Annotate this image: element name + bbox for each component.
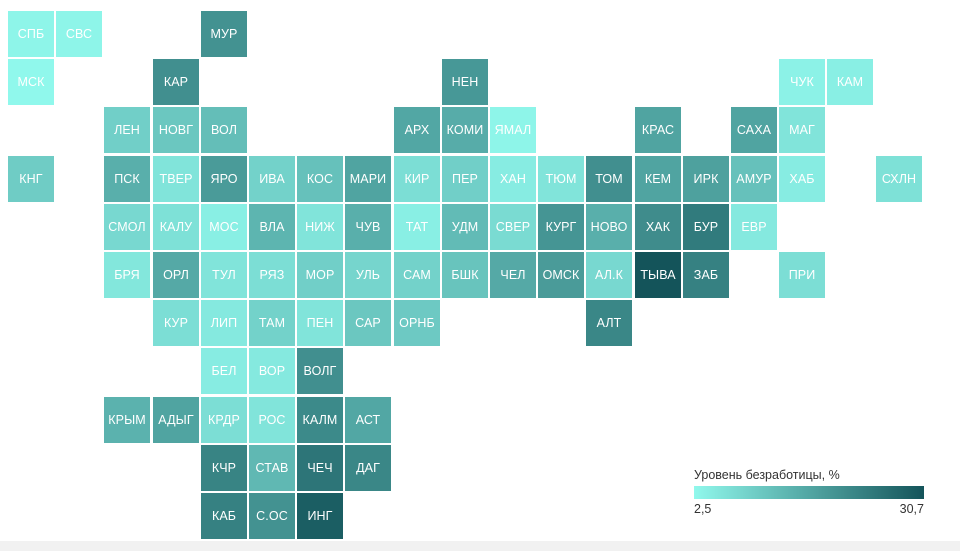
region-tile-ТУЛ[interactable]: ТУЛ	[201, 252, 247, 298]
region-tile-ТАМ[interactable]: ТАМ	[249, 300, 295, 346]
region-tile-ПЕР[interactable]: ПЕР	[442, 156, 488, 202]
region-tile-КОС[interactable]: КОС	[297, 156, 343, 202]
region-tile-НИЖ[interactable]: НИЖ	[297, 204, 343, 250]
region-tile-ОМСК[interactable]: ОМСК	[538, 252, 584, 298]
region-tile-КРДР[interactable]: КРДР	[201, 397, 247, 443]
region-tile-ЧЕЧ[interactable]: ЧЕЧ	[297, 445, 343, 491]
region-tile-ДАГ[interactable]: ДАГ	[345, 445, 391, 491]
legend-min-label: 2,5	[694, 502, 712, 516]
region-tile-ЧЕЛ[interactable]: ЧЕЛ	[490, 252, 536, 298]
region-tile-НОВО[interactable]: НОВО	[586, 204, 632, 250]
region-tile-ТЫВА[interactable]: ТЫВА	[635, 252, 681, 298]
region-tile-ЯРО[interactable]: ЯРО	[201, 156, 247, 202]
region-tile-АЛ.К[interactable]: АЛ.К	[586, 252, 632, 298]
region-tile-АМУР[interactable]: АМУР	[731, 156, 777, 202]
region-tile-МСК[interactable]: МСК	[8, 59, 54, 105]
region-tile-СВС[interactable]: СВС	[56, 11, 102, 57]
region-tile-ТОМ[interactable]: ТОМ	[586, 156, 632, 202]
region-tile-КАБ[interactable]: КАБ	[201, 493, 247, 539]
region-tile-ЧУК[interactable]: ЧУК	[779, 59, 825, 105]
region-tile-ЕВР[interactable]: ЕВР	[731, 204, 777, 250]
region-tile-ИВА[interactable]: ИВА	[249, 156, 295, 202]
region-tile-УЛЬ[interactable]: УЛЬ	[345, 252, 391, 298]
region-tile-КУРГ[interactable]: КУРГ	[538, 204, 584, 250]
region-tile-ОРНБ[interactable]: ОРНБ	[394, 300, 440, 346]
region-tile-КАМ[interactable]: КАМ	[827, 59, 873, 105]
region-tile-КОМИ[interactable]: КОМИ	[442, 107, 488, 153]
region-tile-СМОЛ[interactable]: СМОЛ	[104, 204, 150, 250]
region-tile-САМ[interactable]: САМ	[394, 252, 440, 298]
region-tile-ПРИ[interactable]: ПРИ	[779, 252, 825, 298]
region-tile-МАГ[interactable]: МАГ	[779, 107, 825, 153]
region-tile-КАР[interactable]: КАР	[153, 59, 199, 105]
region-tile-РЯЗ[interactable]: РЯЗ	[249, 252, 295, 298]
region-tile-БЕЛ[interactable]: БЕЛ	[201, 348, 247, 394]
region-tile-ВОЛ[interactable]: ВОЛ	[201, 107, 247, 153]
region-tile-КНГ[interactable]: КНГ	[8, 156, 54, 202]
region-tile-СТАВ[interactable]: СТАВ	[249, 445, 295, 491]
region-tile-НЕН[interactable]: НЕН	[442, 59, 488, 105]
region-tile-МУР[interactable]: МУР	[201, 11, 247, 57]
region-tile-КРАС[interactable]: КРАС	[635, 107, 681, 153]
region-tile-КУР[interactable]: КУР	[153, 300, 199, 346]
region-tile-ХАБ[interactable]: ХАБ	[779, 156, 825, 202]
region-tile-САХА[interactable]: САХА	[731, 107, 777, 153]
region-tile-ЛИП[interactable]: ЛИП	[201, 300, 247, 346]
legend-max-label: 30,7	[899, 502, 924, 516]
region-tile-НОВГ[interactable]: НОВГ	[153, 107, 199, 153]
region-tile-ТАТ[interactable]: ТАТ	[394, 204, 440, 250]
region-tile-СПБ[interactable]: СПБ	[8, 11, 54, 57]
region-tile-КИР[interactable]: КИР	[394, 156, 440, 202]
region-tile-ПСК[interactable]: ПСК	[104, 156, 150, 202]
region-tile-САР[interactable]: САР	[345, 300, 391, 346]
region-tile-ИРК[interactable]: ИРК	[683, 156, 729, 202]
legend: Уровень безработицы, % 2,5 30,7	[694, 468, 924, 516]
region-tile-УДМ[interactable]: УДМ	[442, 204, 488, 250]
region-tile-ПЕН[interactable]: ПЕН	[297, 300, 343, 346]
region-tile-СХЛН[interactable]: СХЛН	[876, 156, 922, 202]
legend-title: Уровень безработицы, %	[694, 468, 840, 482]
region-tile-ВОР[interactable]: ВОР	[249, 348, 295, 394]
region-tile-РОС[interactable]: РОС	[249, 397, 295, 443]
region-tile-АСТ[interactable]: АСТ	[345, 397, 391, 443]
region-tile-ИНГ[interactable]: ИНГ	[297, 493, 343, 539]
region-tile-ТЮМ[interactable]: ТЮМ	[538, 156, 584, 202]
region-tile-АРХ[interactable]: АРХ	[394, 107, 440, 153]
region-tile-АДЫГ[interactable]: АДЫГ	[153, 397, 199, 443]
region-tile-МОС[interactable]: МОС	[201, 204, 247, 250]
region-tile-БШК[interactable]: БШК	[442, 252, 488, 298]
region-tile-КЕМ[interactable]: КЕМ	[635, 156, 681, 202]
region-tile-ВОЛГ[interactable]: ВОЛГ	[297, 348, 343, 394]
region-tile-КАЛМ[interactable]: КАЛМ	[297, 397, 343, 443]
region-tile-С.ОС[interactable]: С.ОС	[249, 493, 295, 539]
region-tile-КЧР[interactable]: КЧР	[201, 445, 247, 491]
region-tile-ЗАБ[interactable]: ЗАБ	[683, 252, 729, 298]
region-tile-МОР[interactable]: МОР	[297, 252, 343, 298]
region-tile-ОРЛ[interactable]: ОРЛ	[153, 252, 199, 298]
region-tile-СВЕР[interactable]: СВЕР	[490, 204, 536, 250]
region-tile-ХАК[interactable]: ХАК	[635, 204, 681, 250]
region-tile-ЯМАЛ[interactable]: ЯМАЛ	[490, 107, 536, 153]
region-tile-КРЫМ[interactable]: КРЫМ	[104, 397, 150, 443]
region-tile-МАРИ[interactable]: МАРИ	[345, 156, 391, 202]
legend-gradient-bar	[694, 486, 924, 499]
region-tile-ЧУВ[interactable]: ЧУВ	[345, 204, 391, 250]
region-tile-БРЯ[interactable]: БРЯ	[104, 252, 150, 298]
region-tile-ЛЕН[interactable]: ЛЕН	[104, 107, 150, 153]
bottom-strip	[0, 541, 960, 551]
region-tile-АЛТ[interactable]: АЛТ	[586, 300, 632, 346]
region-tile-ХАН[interactable]: ХАН	[490, 156, 536, 202]
region-tile-ВЛА[interactable]: ВЛА	[249, 204, 295, 250]
region-tile-БУР[interactable]: БУР	[683, 204, 729, 250]
region-tile-ТВЕР[interactable]: ТВЕР	[153, 156, 199, 202]
region-tile-КАЛУ[interactable]: КАЛУ	[153, 204, 199, 250]
